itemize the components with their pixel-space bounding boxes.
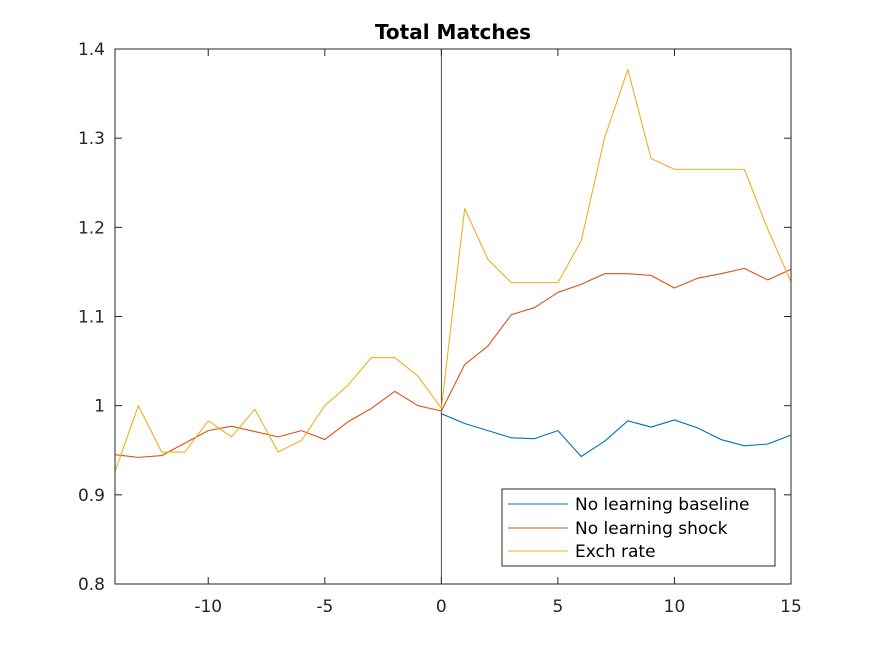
legend-label-baseline: No learning baseline bbox=[575, 495, 749, 515]
x-tick-label: -5 bbox=[316, 597, 333, 617]
y-tick-label: 1.4 bbox=[78, 40, 105, 60]
series-line-0 bbox=[441, 413, 792, 458]
x-tick-label: 5 bbox=[552, 597, 563, 617]
chart-title: Total Matches bbox=[375, 20, 531, 44]
x-tick-label: 10 bbox=[664, 597, 686, 617]
y-tick-label: 1.2 bbox=[78, 218, 105, 238]
legend-label-shock: No learning shock bbox=[575, 519, 728, 539]
series-line-2 bbox=[114, 68, 792, 472]
y-tick-label: 0.8 bbox=[78, 575, 105, 595]
y-tick-label: 1.3 bbox=[78, 129, 105, 149]
series-line-1 bbox=[114, 267, 792, 458]
y-tick-label: 1.1 bbox=[78, 308, 105, 328]
legend-label-exch-rate: Exch rate bbox=[575, 542, 656, 562]
ticks-layer: -10 -5 0 5 10 15 0.8 0.9 1 1.1 1.2 1.3 1.4 bbox=[78, 40, 802, 617]
x-tick-label: -10 bbox=[194, 597, 222, 617]
y-tick-label: 1 bbox=[94, 397, 105, 417]
y-tick-label: 0.9 bbox=[78, 486, 105, 506]
legend: No learning baseline No learning shock E… bbox=[501, 488, 776, 567]
series-layer bbox=[114, 68, 792, 472]
x-tick-label: 0 bbox=[436, 597, 447, 617]
x-tick-label: 15 bbox=[780, 597, 802, 617]
